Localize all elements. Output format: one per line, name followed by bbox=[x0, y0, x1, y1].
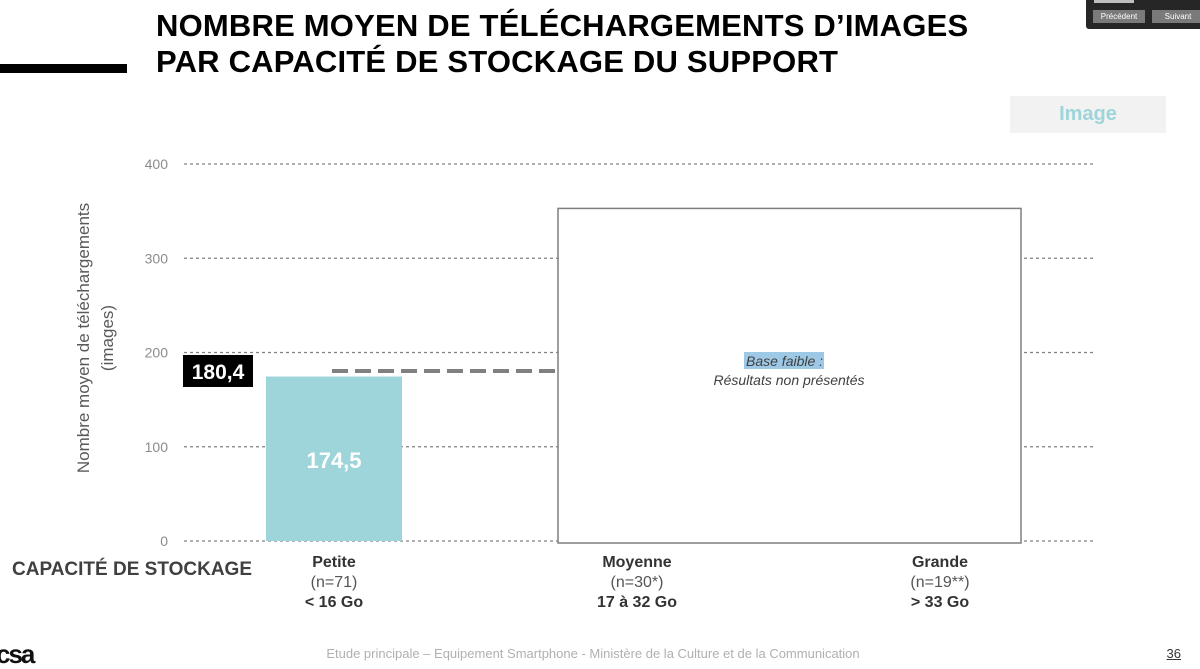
title-accent-bar bbox=[0, 64, 127, 73]
note-colon: : bbox=[815, 353, 823, 369]
category-sample-size: (n=30*) bbox=[610, 574, 664, 591]
note-highlight bbox=[744, 352, 824, 369]
y-tick-label: 300 bbox=[145, 250, 169, 266]
category-name: Petite bbox=[312, 554, 356, 571]
title-line-2: PAR CAPACITÉ DE STOCKAGE DU SUPPORT bbox=[156, 44, 839, 79]
category-capacity: > 33 Go bbox=[910, 594, 970, 611]
nav-widget-sliver bbox=[1094, 0, 1134, 3]
average-label: 180,4 bbox=[192, 361, 245, 384]
category-name: Moyenne bbox=[602, 554, 672, 571]
csa-logo: csa bbox=[0, 639, 35, 669]
category-axis-title: CAPACITÉ DE STOCKAGE bbox=[12, 559, 252, 580]
next-button[interactable]: Suivant bbox=[1152, 10, 1200, 23]
page-title: NOMBRE MOYEN DE TÉLÉCHARGEMENTS D’IMAGES… bbox=[156, 8, 968, 80]
y-axis-title-line-2: (images) bbox=[98, 305, 117, 371]
category-name: Grande bbox=[911, 554, 968, 571]
footer-text: Etude principale – Equipement Smartphone… bbox=[0, 646, 1200, 661]
previous-button[interactable]: Précédent bbox=[1093, 10, 1145, 23]
y-tick-label: 0 bbox=[160, 533, 168, 549]
suppressed-results-box bbox=[557, 207, 1022, 544]
y-tick-label: 200 bbox=[145, 345, 169, 361]
y-axis-title: Nombre moyen de téléchargements (images) bbox=[74, 203, 117, 473]
y-tick-label: 100 bbox=[145, 439, 169, 455]
y-tick-label: 400 bbox=[145, 156, 169, 172]
category-sample-size: (n=71) bbox=[310, 574, 358, 591]
slide-nav-widget: Précédent Suivant bbox=[1086, 0, 1200, 29]
category-capacity: 17 à 32 Go bbox=[596, 594, 678, 611]
category-capacity: < 16 Go bbox=[304, 594, 364, 611]
title-line-1: NOMBRE MOYEN DE TÉLÉCHARGEMENTS D’IMAGES bbox=[156, 8, 969, 43]
average-label-box bbox=[183, 354, 253, 387]
suppressed-note-line-2: Résultats non présentés bbox=[714, 372, 865, 388]
footer-caption: Etude principale – Equipement Smartphone… bbox=[326, 646, 860, 661]
image-tab[interactable]: Image bbox=[1010, 96, 1166, 133]
bar-petite bbox=[266, 376, 402, 541]
suppressed-note-line-1: Base faible : bbox=[746, 353, 823, 369]
note-highlight-text: Base faible bbox=[746, 353, 815, 369]
category-grande: Grande (n=19**) > 33 Go bbox=[820, 554, 1060, 612]
page-number[interactable]: 36 bbox=[1166, 646, 1181, 661]
bar-value-label: 174,5 bbox=[306, 448, 361, 473]
y-axis-title-line-1: Nombre moyen de téléchargements bbox=[74, 203, 93, 473]
category-sample-size: (n=19**) bbox=[910, 574, 970, 591]
category-moyenne: Moyenne (n=30*) 17 à 32 Go bbox=[517, 554, 757, 612]
category-petite: Petite (n=71) < 16 Go bbox=[214, 554, 454, 612]
